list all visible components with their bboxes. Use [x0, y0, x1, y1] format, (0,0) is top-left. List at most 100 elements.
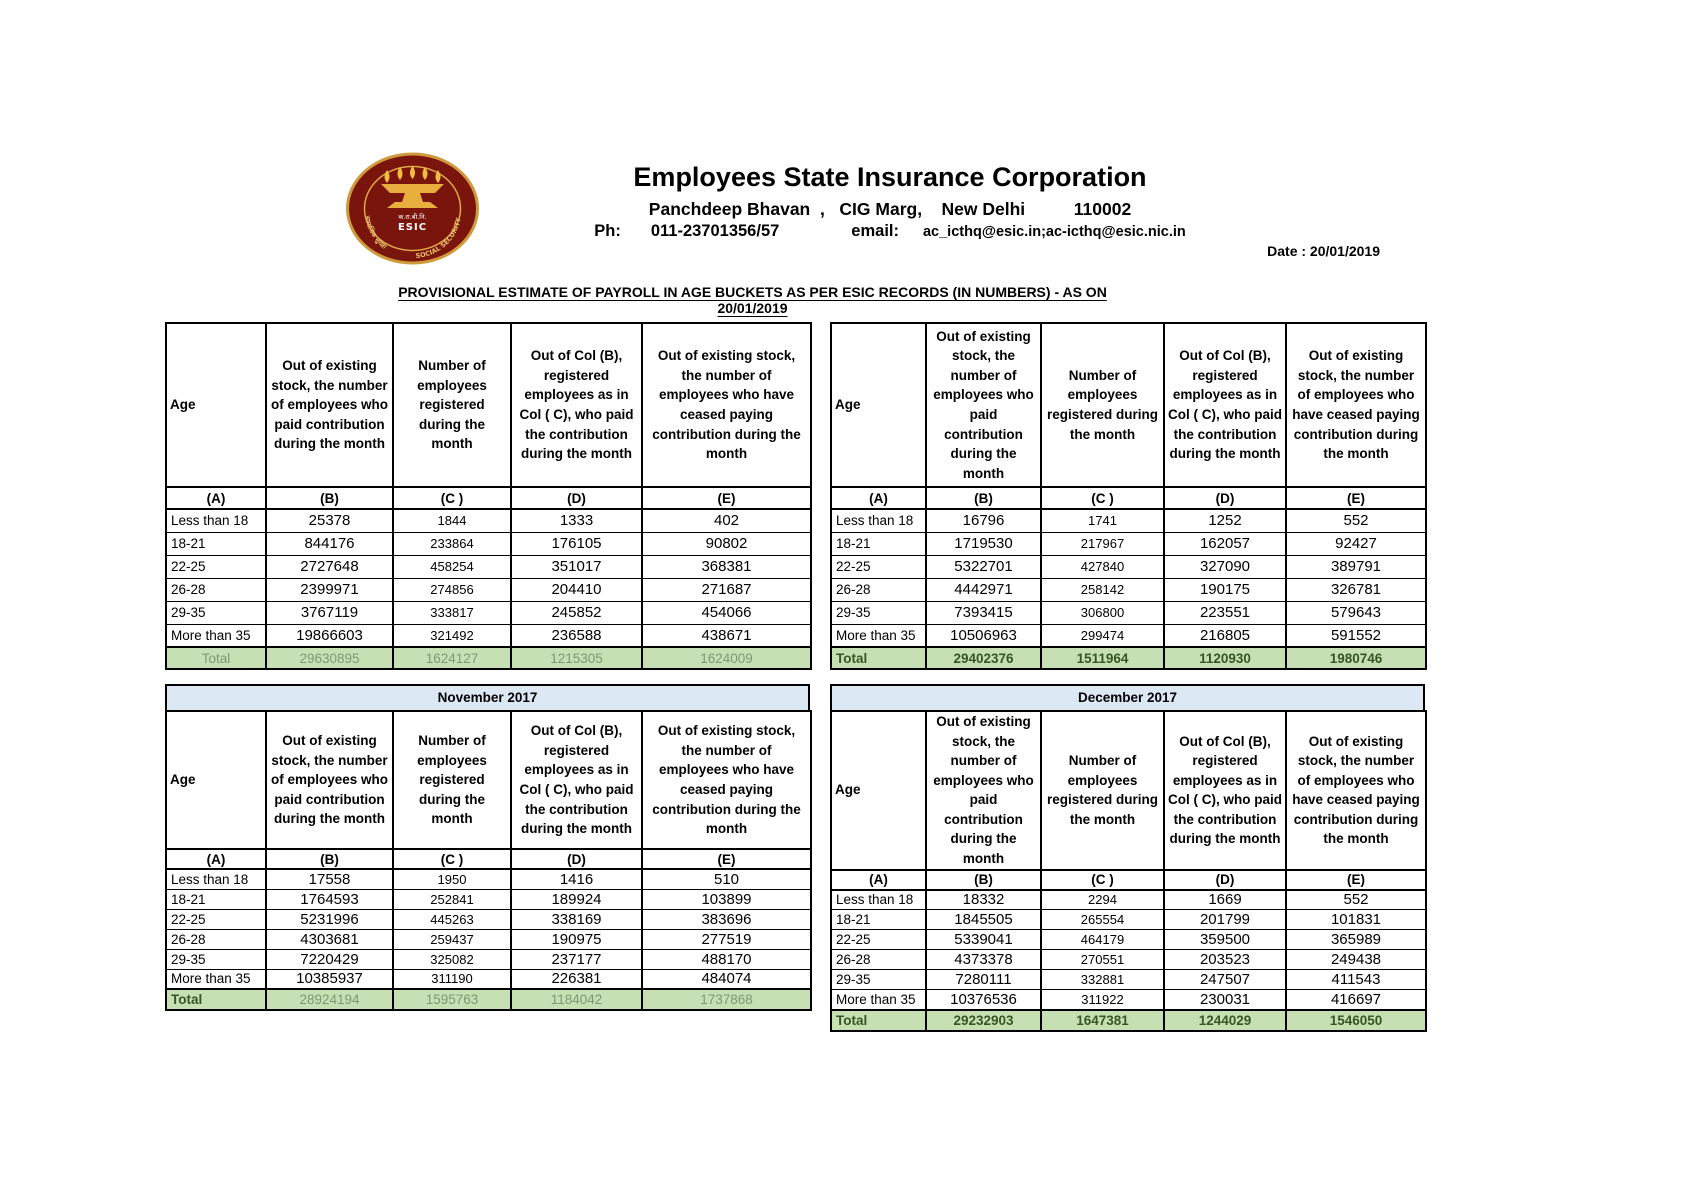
total-value: 1595763: [392, 988, 512, 1011]
total-value: 29402376: [925, 646, 1042, 670]
age-cell: More than 35: [165, 623, 267, 648]
value-cell: 351017: [510, 554, 643, 579]
doc-title: PROVISIONAL ESTIMATE OF PAYROLL IN AGE B…: [398, 284, 1107, 316]
value-cell: 249438: [1285, 949, 1427, 970]
age-cell: 26-28: [830, 577, 927, 602]
value-cell: 411543: [1285, 969, 1427, 990]
value-cell: 4442971: [925, 577, 1042, 602]
total-value: 29232903: [925, 1008, 1042, 1031]
value-cell: 3767119: [265, 600, 394, 625]
age-column-header: Age: [830, 322, 927, 488]
total-value: 1120930: [1163, 646, 1287, 670]
value-cell: 1764593: [265, 888, 394, 910]
column-letter: (D): [510, 486, 643, 510]
total-value: 1244029: [1163, 1008, 1287, 1031]
value-cell: 359500: [1163, 929, 1287, 950]
column-header: Out of Col (B), registered employees as …: [510, 710, 643, 850]
logo-hindi-abbr: क.रा.बी.नि.: [398, 213, 426, 221]
value-cell: 5231996: [265, 908, 394, 930]
value-cell: 510: [641, 868, 812, 890]
value-cell: 18332: [925, 889, 1042, 910]
month-table-block: Age Out of existing stock, the number of …: [165, 322, 812, 670]
value-cell: 383696: [641, 908, 812, 930]
value-cell: 223551: [1163, 600, 1287, 625]
age-cell: 29-35: [165, 600, 267, 625]
value-cell: 5322701: [925, 554, 1042, 579]
column-header: Number of employees registered during th…: [1040, 322, 1165, 488]
email-address: ac_icthq@esic.in;ac-icthq@esic.nic.in: [922, 224, 1186, 240]
contact-line: Ph: 011-23701356/57 email: ac_icthq@esic.in…: [470, 222, 1310, 241]
value-cell: 233864: [392, 531, 512, 556]
age-cell: 18-21: [165, 531, 267, 556]
total-value: 1624009: [641, 646, 812, 670]
esic-logo: क.रा.बी.नि. ESIC सामाजिक सुरक्षा SOCIAL …: [346, 152, 479, 265]
lamp-flames-icon: [384, 166, 441, 183]
value-cell: 454066: [641, 600, 812, 625]
age-cell: 26-28: [165, 928, 267, 950]
value-cell: 2399971: [265, 577, 394, 602]
total-label: Total: [830, 646, 927, 670]
value-cell: 203523: [1163, 949, 1287, 970]
value-cell: 402: [641, 508, 812, 533]
value-cell: 7220429: [265, 948, 394, 970]
value-cell: 216805: [1163, 623, 1287, 648]
column-letter: (D): [1163, 486, 1287, 510]
value-cell: 488170: [641, 948, 812, 970]
total-label: Total: [830, 1008, 927, 1031]
column-header: Out of Col (B), registered employees as …: [1163, 710, 1287, 870]
value-cell: 10506963: [925, 623, 1042, 648]
age-cell: 22-25: [830, 554, 927, 579]
column-letter: (A): [165, 848, 267, 870]
value-cell: 258142: [1040, 577, 1165, 602]
payroll-table: Age Out of existing stock, the number of …: [165, 710, 812, 1011]
column-letter: (C ): [392, 486, 512, 510]
value-cell: 230031: [1163, 989, 1287, 1010]
value-cell: 226381: [510, 968, 643, 990]
value-cell: 1333: [510, 508, 643, 533]
age-column-header: Age: [165, 322, 267, 488]
value-cell: 101831: [1285, 909, 1427, 930]
age-cell: Less than 18: [830, 508, 927, 533]
value-cell: 237177: [510, 948, 643, 970]
column-header: Out of Col (B), registered employees as …: [510, 322, 643, 488]
value-cell: 265554: [1040, 909, 1165, 930]
column-header: Out of existing stock, the number of emp…: [1285, 322, 1427, 488]
column-letter: (B): [265, 848, 394, 870]
column-letter: (D): [510, 848, 643, 870]
value-cell: 368381: [641, 554, 812, 579]
total-label: Total: [165, 646, 267, 670]
value-cell: 1252: [1163, 508, 1287, 533]
value-cell: 338169: [510, 908, 643, 930]
total-value: 1511964: [1040, 646, 1165, 670]
value-cell: 190175: [1163, 577, 1287, 602]
value-cell: 204410: [510, 577, 643, 602]
age-cell: 26-28: [165, 577, 267, 602]
value-cell: 2727648: [265, 554, 394, 579]
org-name: Employees State Insurance Corporation: [633, 162, 1147, 192]
value-cell: 245852: [510, 600, 643, 625]
value-cell: 274856: [392, 577, 512, 602]
value-cell: 1416: [510, 868, 643, 890]
value-cell: 464179: [1040, 929, 1165, 950]
value-cell: 389791: [1285, 554, 1427, 579]
column-letter: (C ): [1040, 868, 1165, 891]
age-cell: 29-35: [165, 948, 267, 970]
value-cell: 311190: [392, 968, 512, 990]
value-cell: 427840: [1040, 554, 1165, 579]
value-cell: 5339041: [925, 929, 1042, 950]
org-address: Panchdeep Bhavan , CIG Marg, New Delhi 1…: [648, 199, 1132, 219]
column-header: Out of existing stock, the number of emp…: [265, 710, 394, 850]
age-cell: 29-35: [830, 600, 927, 625]
age-column-header: Age: [830, 710, 927, 870]
value-cell: 162057: [1163, 531, 1287, 556]
value-cell: 7280111: [925, 969, 1042, 990]
column-letter: (D): [1163, 868, 1287, 891]
value-cell: 311922: [1040, 989, 1165, 1010]
value-cell: 416697: [1285, 989, 1427, 1010]
value-cell: 4303681: [265, 928, 394, 950]
value-cell: 365989: [1285, 929, 1427, 950]
value-cell: 247507: [1163, 969, 1287, 990]
value-cell: 327090: [1163, 554, 1287, 579]
column-header: Number of employees registered during th…: [392, 322, 512, 488]
